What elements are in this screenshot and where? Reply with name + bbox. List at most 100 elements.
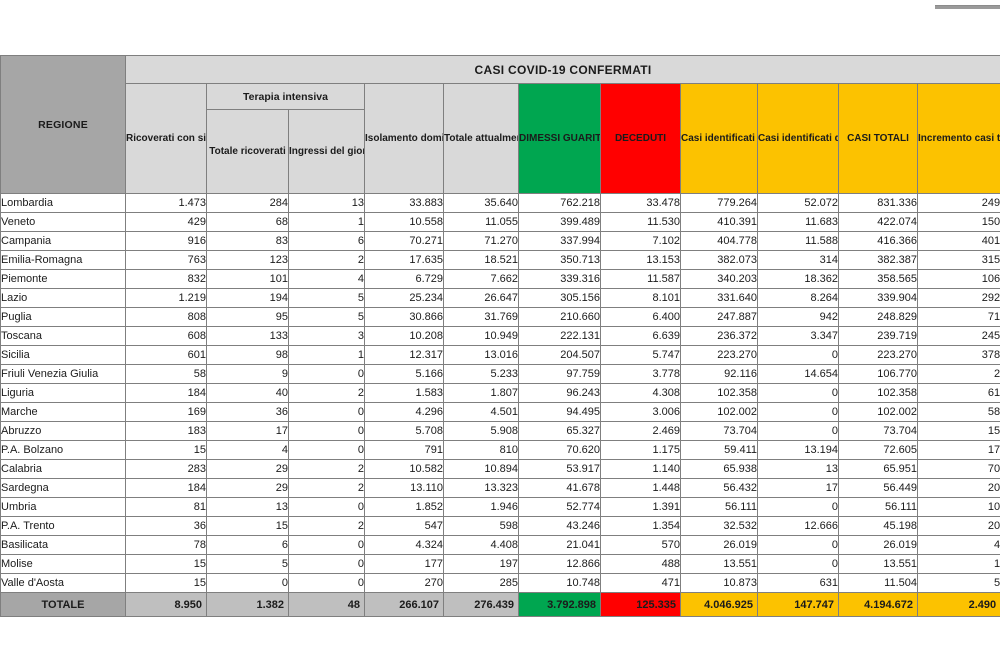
cell-value: 11.530 xyxy=(600,212,681,232)
cell-value: 18.362 xyxy=(757,269,839,289)
header-ricoverati-con-sintomi: Ricoverati con sintomi xyxy=(125,83,207,194)
cell-value: 0 xyxy=(288,440,365,460)
total-value: 3.792.898 xyxy=(518,592,601,617)
cell-value: 337.994 xyxy=(518,231,601,251)
cell-region-name: P.A. Trento xyxy=(0,516,126,536)
cell-value: 11.683 xyxy=(757,212,839,232)
cell-value: 14.654 xyxy=(757,364,839,384)
header-group-terapia-intensiva: Terapia intensiva xyxy=(206,83,365,110)
cell-value: 30.866 xyxy=(364,307,444,327)
cell-value: 0 xyxy=(757,535,839,555)
cell-value: 17.635 xyxy=(364,250,444,270)
table-row: Molise 15 5 0 177 197 12.866 488 13.551 0 13.551 1 xyxy=(0,554,1000,574)
cell-value: 65.327 xyxy=(518,421,601,441)
table-row: Lazio 1.219 194 5 25.234 26.647 305.156 8.101 33… xyxy=(0,288,1000,308)
cell-value: 197 xyxy=(443,554,519,574)
table-row: Puglia 808 95 5 30.866 31.769 210.660 6.400 247.… xyxy=(0,307,1000,327)
cell-value: 15 xyxy=(916,421,1000,441)
cell-value: 0 xyxy=(757,554,839,574)
cell-region-name: Umbria xyxy=(0,497,126,517)
cell-value: 123 xyxy=(206,250,289,270)
cell-value: 5 xyxy=(916,573,1000,593)
header-dimessi-guariti: DIMESSI GUARITI xyxy=(518,83,601,194)
cell-region-name: Friuli Venezia Giulia xyxy=(0,364,126,384)
cell-value: 204.507 xyxy=(518,345,601,365)
cell-value: 305.156 xyxy=(518,288,601,308)
cell-value: 10.949 xyxy=(443,326,519,346)
cell-value: 1.140 xyxy=(600,459,681,479)
cell-region-name: Toscana xyxy=(0,326,126,346)
cell-value: 416.366 xyxy=(838,231,918,251)
cell-value: 12.866 xyxy=(518,554,601,574)
cell-value: 223.270 xyxy=(838,345,918,365)
cell-value: 5 xyxy=(288,307,365,327)
cell-value: 13.153 xyxy=(600,250,681,270)
cell-value: 248.829 xyxy=(838,307,918,327)
cell-value: 284 xyxy=(206,193,289,213)
cell-value: 70 xyxy=(916,459,1000,479)
cell-value: 21.041 xyxy=(518,535,601,555)
cell-value: 401 xyxy=(916,231,1000,251)
table-row: Emilia-Romagna 763 123 2 17.635 18.521 350.713… xyxy=(0,250,1000,270)
cell-value: 78 xyxy=(125,535,207,555)
cell-value: 1.448 xyxy=(600,478,681,498)
cell-value: 17 xyxy=(206,421,289,441)
header-row-banner: REGIONE CASI COVID-19 CONFERMATI xyxy=(0,55,1000,194)
cell-value: 7.102 xyxy=(600,231,681,251)
total-value: 4.046.925 xyxy=(680,592,758,617)
cell-value: 1 xyxy=(288,345,365,365)
cell-value: 5 xyxy=(206,554,289,574)
cell-value: 45.198 xyxy=(838,516,918,536)
header-banner-casi-covid: CASI COVID-19 CONFERMATI xyxy=(124,55,1000,84)
cell-value: 194 xyxy=(206,288,289,308)
cell-value: 59.411 xyxy=(680,440,758,460)
cell-value: 68 xyxy=(206,212,289,232)
cell-value: 70.620 xyxy=(518,440,601,460)
total-value: 147.747 xyxy=(757,592,839,617)
table-row: Valle d'Aosta 15 0 0 270 285 10.748 471 10.873 63… xyxy=(0,573,1000,593)
cell-value: 4.408 xyxy=(443,535,519,555)
cell-value: 31.769 xyxy=(443,307,519,327)
cell-value: 0 xyxy=(288,402,365,422)
cell-value: 339.904 xyxy=(838,288,918,308)
cell-value: 4.308 xyxy=(600,383,681,403)
table-row: Campania 916 83 6 70.271 71.270 337.994 7.102 40… xyxy=(0,231,1000,251)
cell-value: 0 xyxy=(757,421,839,441)
cell-value: 3.347 xyxy=(757,326,839,346)
total-value: 4.194.672 xyxy=(838,592,918,617)
cell-value: 399.489 xyxy=(518,212,601,232)
cell-value: 17 xyxy=(916,440,1000,460)
cell-value: 20 xyxy=(916,516,1000,536)
cell-value: 404.778 xyxy=(680,231,758,251)
table-row: Toscana 608 133 3 10.208 10.949 222.131 6.639 23… xyxy=(0,326,1000,346)
cell-value: 11.504 xyxy=(838,573,918,593)
total-value: 2.490 xyxy=(916,592,1000,617)
cell-value: 1.946 xyxy=(443,497,519,517)
header-casi-test-molecolare: Casi identificati da test molecolare xyxy=(680,83,758,194)
cell-region-name: Abruzzo xyxy=(0,421,126,441)
cell-value: 25.234 xyxy=(364,288,444,308)
header-totale-ricoverati: Totale ricoverati xyxy=(206,109,289,194)
cell-value: 831.336 xyxy=(838,193,918,213)
table-header: REGIONE CASI COVID-19 CONFERMATI Ricover… xyxy=(0,55,1000,194)
cell-value: 177 xyxy=(364,554,444,574)
cell-value: 13 xyxy=(757,459,839,479)
cell-value: 71.270 xyxy=(443,231,519,251)
header-isolamento-domiciliare: Isolamento domiciliare xyxy=(364,83,444,194)
cell-value: 1.807 xyxy=(443,383,519,403)
cell-value: 331.640 xyxy=(680,288,758,308)
cell-value: 56.432 xyxy=(680,478,758,498)
cell-value: 70.271 xyxy=(364,231,444,251)
cell-region-name: Sardegna xyxy=(0,478,126,498)
cell-value: 1.175 xyxy=(600,440,681,460)
cell-value: 2 xyxy=(288,478,365,498)
table-row: Friuli Venezia Giulia 58 9 0 5.166 5.233 97.75… xyxy=(0,364,1000,384)
cell-value: 762.218 xyxy=(518,193,601,213)
cell-value: 33.478 xyxy=(600,193,681,213)
cell-value: 763 xyxy=(125,250,207,270)
cell-value: 3.778 xyxy=(600,364,681,384)
table-row: Lombardia 1.473 284 13 33.883 35.640 762.218 33… xyxy=(0,193,1000,213)
cell-value: 10.748 xyxy=(518,573,601,593)
cell-value: 210.660 xyxy=(518,307,601,327)
cell-region-name: Piemonte xyxy=(0,269,126,289)
